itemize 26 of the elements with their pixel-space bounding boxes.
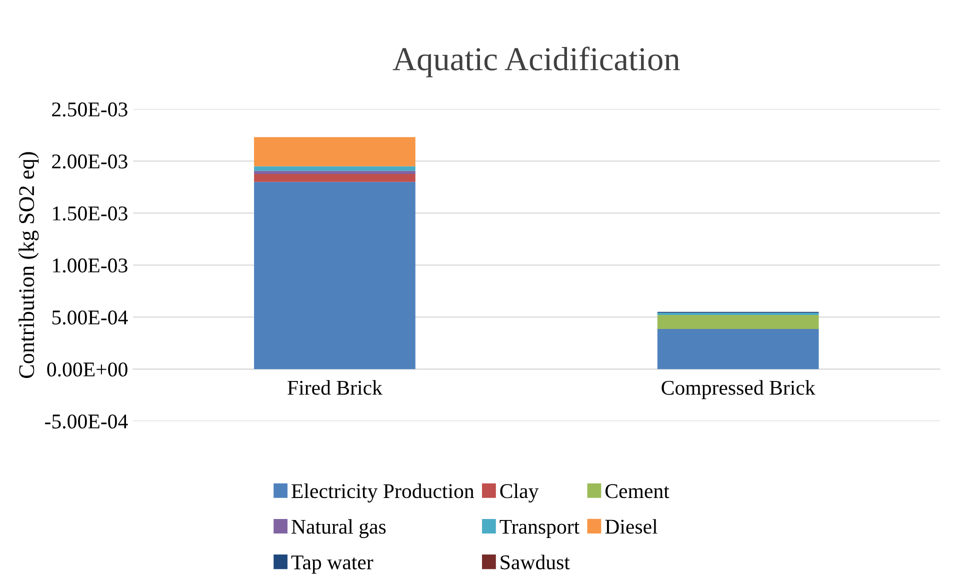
y-tick-label: 1.00E-03 [53, 258, 128, 273]
y-tick-label: 5.00E-04 [52, 310, 128, 325]
legend-label: Tap water [291, 556, 374, 574]
legend-label: Diesel [605, 519, 658, 534]
chart-title: Aquatic Acidification [392, 46, 680, 78]
legend-label: Transport [500, 520, 580, 538]
x-tick-label: Compressed Brick [662, 380, 816, 400]
y-tick-label: -5.00E-04 [45, 414, 128, 429]
y-tick-label: 0.00E+00 [47, 362, 128, 377]
bar [657, 314, 819, 330]
y-tick-label: 1.50E-03 [53, 206, 128, 221]
y-tick-label: 2.00E-03 [52, 154, 128, 169]
bar [254, 182, 416, 370]
legend-label: Clay [500, 484, 539, 502]
y-axis-title: Contribution (kg SO2 eq) [18, 152, 39, 378]
bar [254, 166, 416, 171]
legend-label: Sawdust [500, 554, 570, 570]
legend-label: Electricity Production [292, 484, 474, 502]
bar [254, 170, 416, 174]
y-tick-label: 2.50E-03 [52, 102, 128, 117]
legend-label: Natural gas [292, 519, 386, 538]
bar [254, 174, 416, 182]
x-tick-label: Fired Brick [288, 380, 382, 395]
bar [254, 137, 416, 166]
legend-label: Cement [605, 484, 670, 498]
bar [657, 329, 819, 370]
